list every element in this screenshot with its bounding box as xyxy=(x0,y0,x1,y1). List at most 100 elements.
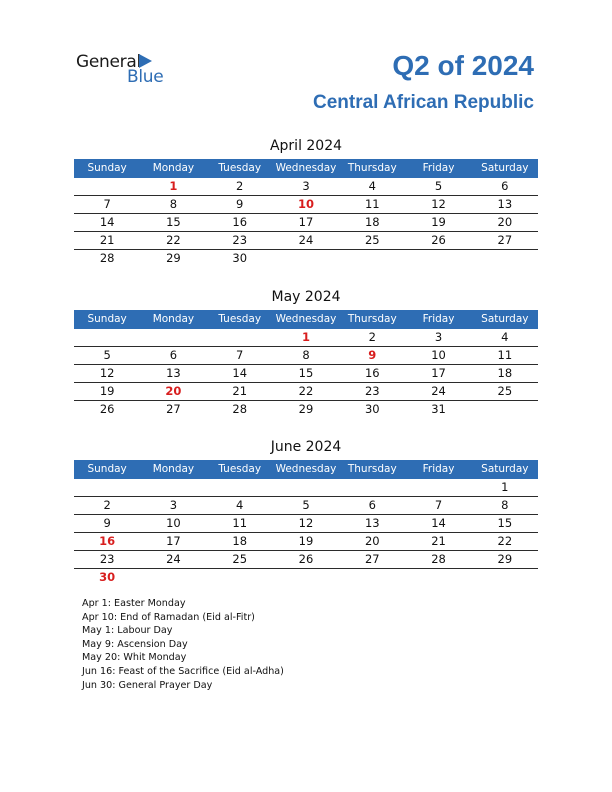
empty-cell xyxy=(472,250,538,267)
day-cell: 8 xyxy=(501,498,509,512)
day-cell: 14 xyxy=(99,215,115,229)
day-cell: 18 xyxy=(232,534,248,548)
day-cell: 14 xyxy=(232,366,248,380)
day-cell: 5 xyxy=(434,179,443,193)
day-cell: 1 xyxy=(301,330,310,344)
day-cell: 5 xyxy=(302,498,310,512)
holiday-note: May 20: Whit Monday xyxy=(82,652,187,664)
day-cell: 16 xyxy=(232,215,248,229)
day-cell: 9 xyxy=(368,348,377,362)
empty-cell xyxy=(339,569,405,586)
day-cell: 9 xyxy=(236,197,244,211)
day-cell: 27 xyxy=(497,233,513,247)
empty-cell xyxy=(207,329,273,346)
day-cell: 16 xyxy=(99,534,116,548)
weekday-label: Wednesday xyxy=(275,162,337,174)
logo-general-text: General xyxy=(76,52,141,72)
day-cell: 21 xyxy=(99,233,115,247)
week-row: 7 8 9 10 11 12 13 xyxy=(74,196,538,214)
day-cell: 17 xyxy=(431,366,446,380)
day-cell: 7 xyxy=(434,498,443,512)
week-row: 1 2 3 4 5 6 xyxy=(74,178,538,196)
day-cell: 5 xyxy=(103,348,111,362)
weekday-header: Sunday Monday Tuesday Wednesday Thursday Frid… xyxy=(74,159,538,178)
day-cell: 27 xyxy=(364,552,380,566)
weekday-label: Sunday xyxy=(87,313,127,325)
day-cell: 19 xyxy=(298,534,314,548)
day-cell: 11 xyxy=(232,516,248,530)
day-cell: 12 xyxy=(431,197,446,211)
day-cell: 24 xyxy=(431,384,446,398)
day-cell: 7 xyxy=(103,197,111,211)
day-cell: 23 xyxy=(232,233,248,247)
day-cell: 17 xyxy=(166,534,181,548)
empty-cell xyxy=(405,569,471,586)
day-cell: 22 xyxy=(166,233,181,247)
weekday-label: Wednesday xyxy=(275,313,337,325)
week-row: 26 27 28 29 30 31 xyxy=(74,401,538,418)
empty-cell xyxy=(140,569,206,586)
weekday-label: Thursday xyxy=(347,463,397,475)
weekday-label: Thursday xyxy=(347,162,397,174)
day-cell: 10 xyxy=(431,348,446,362)
weekday-label: Friday xyxy=(422,463,455,475)
holiday-notes: Apr 1: Easter Monday Apr 10: End of Ramad… xyxy=(82,597,284,692)
day-cell: 27 xyxy=(166,402,181,416)
day-cell: 28 xyxy=(99,251,115,265)
month-calendar: April 2024 Sunday Monday Tuesday Wednesday Th… xyxy=(74,135,538,267)
day-cell: 3 xyxy=(169,498,178,512)
day-cell: 15 xyxy=(166,215,181,229)
day-cell: 13 xyxy=(497,197,513,211)
day-cell: 2 xyxy=(236,179,244,193)
holiday-note: May 1: Labour Day xyxy=(82,625,173,637)
day-cell: 25 xyxy=(232,552,248,566)
day-cell: 10 xyxy=(166,516,181,530)
day-cell: 10 xyxy=(297,197,314,211)
holiday-note: Jun 16: Feast of the Sacrifice (Eid al-A… xyxy=(82,665,284,677)
week-row: 1 2 3 4 xyxy=(74,329,538,347)
logo: General Blue xyxy=(76,52,186,88)
weekday-label: Wednesday xyxy=(275,463,337,475)
day-cell: 13 xyxy=(166,366,181,380)
day-cell: 6 xyxy=(501,179,509,193)
empty-cell xyxy=(140,479,206,496)
day-cell: 2 xyxy=(103,498,111,512)
day-cell: 1 xyxy=(169,179,178,193)
day-cell: 13 xyxy=(364,516,380,530)
weekday-label: Saturday xyxy=(481,463,529,475)
day-cell: 17 xyxy=(298,215,314,229)
day-cell: 19 xyxy=(99,384,115,398)
week-row: 16 17 18 19 20 21 22 xyxy=(74,533,538,551)
weekday-label: Thursday xyxy=(347,313,397,325)
holiday-note: Apr 10: End of Ramadan (Eid al-Fitr) xyxy=(82,611,255,623)
day-cell: 18 xyxy=(364,215,380,229)
weekday-label: Saturday xyxy=(481,313,529,325)
day-cell: 24 xyxy=(166,552,181,566)
day-cell: 25 xyxy=(497,384,513,398)
weekday-label: Friday xyxy=(422,162,455,174)
day-cell: 6 xyxy=(169,348,178,362)
empty-cell xyxy=(339,250,405,267)
empty-cell xyxy=(207,479,273,496)
weekday-label: Monday xyxy=(152,463,195,475)
day-cell: 14 xyxy=(431,516,446,530)
week-row: 1 xyxy=(74,479,538,497)
empty-cell xyxy=(207,569,273,586)
day-cell: 30 xyxy=(99,570,116,584)
week-row: 9 10 11 12 13 14 15 xyxy=(74,515,538,533)
day-cell: 12 xyxy=(99,366,115,380)
day-cell: 4 xyxy=(368,179,376,193)
day-cell: 30 xyxy=(232,251,248,265)
day-cell: 18 xyxy=(497,366,513,380)
day-cell: 22 xyxy=(497,534,513,548)
weekday-header: Sunday Monday Tuesday Wednesday Thursday Frid… xyxy=(74,310,538,329)
day-cell: 20 xyxy=(364,534,380,548)
week-row: 5 6 7 8 9 10 11 xyxy=(74,347,538,365)
month-name: May 2024 xyxy=(271,289,341,305)
week-row: 23 24 25 26 27 28 29 xyxy=(74,551,538,569)
empty-cell xyxy=(472,401,538,418)
weekday-label: Tuesday xyxy=(218,313,262,325)
empty-cell xyxy=(472,569,538,586)
day-cell: 4 xyxy=(501,330,509,344)
weekday-label: Monday xyxy=(152,313,195,325)
